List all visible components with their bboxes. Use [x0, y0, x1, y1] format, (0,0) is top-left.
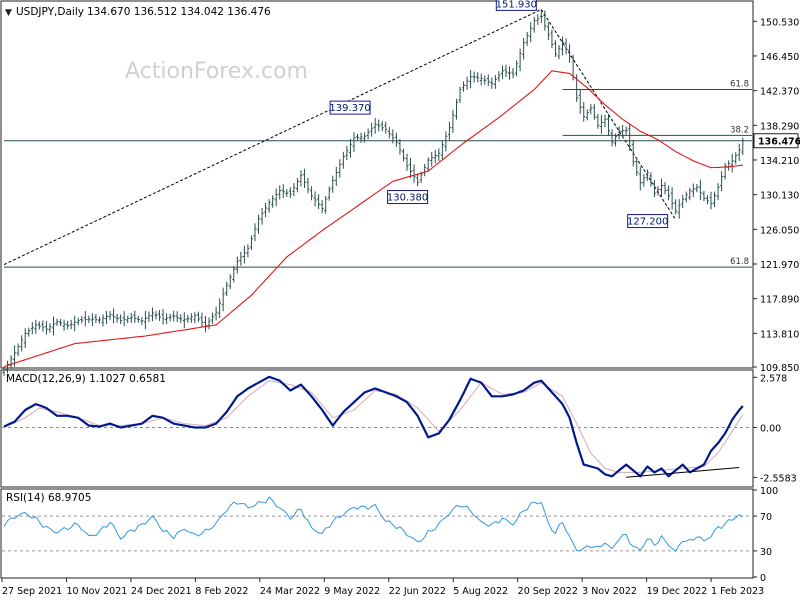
price-tick-label: 138.290: [760, 121, 799, 132]
macd-title: MACD(12,26,9) 1.1027 0.6581: [6, 373, 166, 385]
price-levels: 61.8 38.2 61.8: [4, 80, 752, 268]
price-panel-border: [0, 0, 754, 369]
x-tick-label: 22 Jun 2022: [389, 586, 446, 597]
x-tick-label: 1 Feb 2023: [711, 586, 764, 597]
rsi-y-axis: 100 70 30 0: [753, 486, 778, 584]
price-panel: 61.8 38.2 61.8 151.930 139.370 130.380 127.20…: [0, 0, 800, 376]
rsi-panel-border: [0, 488, 754, 579]
x-tick-label: 24 Dec 2021: [131, 586, 192, 597]
price-annotation-box: [387, 190, 429, 205]
x-axis: 27 Sep 2021 10 Nov 2021 24 Dec 2021 8 Feb 2…: [1, 578, 764, 597]
price-annotations: 151.930 139.370 130.380 127.200: [329, 0, 669, 229]
macd-tick-label: 2.578: [760, 373, 787, 384]
rsi-title: RSI(14) 68.9705: [6, 492, 91, 504]
macd-tick-label: 0.00: [760, 424, 781, 435]
macd-line: [3, 375, 744, 478]
price-tick-label: 146.450: [760, 52, 799, 63]
trendline: [540, 9, 677, 220]
level-label: 61.8: [730, 80, 749, 90]
price-tick-label: 121.970: [760, 260, 799, 271]
macd-panel: 2.578 0.00 -2.5583 MACD(12,26,9) 1.1027 0.…: [0, 369, 797, 488]
price-tick-label: 113.810: [760, 329, 799, 340]
current-price-tag: [753, 133, 799, 149]
x-tick-label: 8 Feb 2022: [195, 586, 248, 597]
rsi-tick-label: 0: [760, 573, 766, 584]
current-price-label: 136.476: [758, 137, 800, 148]
x-tick-label: 20 Sep 2022: [518, 586, 578, 597]
level-label: 38.2: [730, 125, 749, 135]
price-bars: [2, 9, 745, 376]
trendline: [3, 8, 542, 266]
price-annotation-label: 130.380: [387, 193, 428, 204]
ohlc-label: 134.670 136.512 134.042 136.476: [87, 6, 271, 18]
macd-tick-label: -2.5583: [760, 473, 797, 484]
moving-average-line: [3, 70, 743, 368]
price-annotation-label: 127.200: [627, 217, 668, 228]
price-annotation-label: 139.370: [329, 103, 370, 114]
price-annotation-box: [329, 100, 371, 115]
price-tick-label: 150.530: [760, 17, 799, 28]
x-tick-label: 3 Nov 2022: [582, 586, 637, 597]
collapse-arrow-icon[interactable]: ▼: [5, 8, 12, 18]
price-tick-label: 130.130: [760, 191, 799, 202]
rsi-guides: [2, 515, 752, 552]
macd-signal-line: [3, 380, 744, 473]
x-tick-label: 10 Nov 2021: [66, 586, 127, 597]
price-tick-label: 109.850: [760, 363, 799, 374]
macd-y-axis: 2.578 0.00 -2.5583: [753, 373, 797, 484]
x-tick-label: 24 Mar 2022: [260, 586, 320, 597]
price-y-axis: 150.530 146.450 142.370 138.290 134.210 130.1…: [753, 17, 800, 374]
price-trendlines: [3, 8, 677, 266]
rsi-tick-label: 30: [760, 547, 772, 558]
x-tick-label: 5 Aug 2022: [453, 586, 508, 597]
watermark: ActionForex.com: [125, 59, 308, 84]
macd-panel-border: [0, 369, 754, 488]
macd-divergence-line: [626, 466, 740, 478]
x-tick-label: 19 Dec 2022: [647, 586, 708, 597]
level-label: 61.8: [730, 257, 749, 267]
rsi-panel: 100 70 30 0 RSI(14) 68.9705: [0, 486, 778, 584]
watermark-layer: ActionForex.com: [125, 59, 308, 84]
price-annotation-box: [627, 214, 669, 229]
price-annotation-label: 151.930: [496, 0, 537, 10]
rsi-lines: [3, 496, 744, 552]
price-tick-label: 117.890: [760, 295, 799, 306]
rsi-tick-label: 70: [760, 512, 772, 523]
price-tick-label: 126.050: [760, 225, 799, 236]
rsi-tick-label: 100: [760, 486, 778, 497]
macd-lines: [3, 375, 744, 478]
rsi-line: [3, 496, 744, 552]
x-tick-label: 9 May 2022: [324, 586, 380, 597]
symbol-label: USDJPY,Daily: [16, 6, 84, 18]
price-annotation-box: [495, 0, 537, 11]
moving-average-layer: [3, 70, 743, 368]
x-tick-label: 27 Sep 2021: [2, 586, 62, 597]
price-tick-label: 142.370: [760, 87, 799, 98]
price-tick-label: 134.210: [760, 156, 799, 167]
